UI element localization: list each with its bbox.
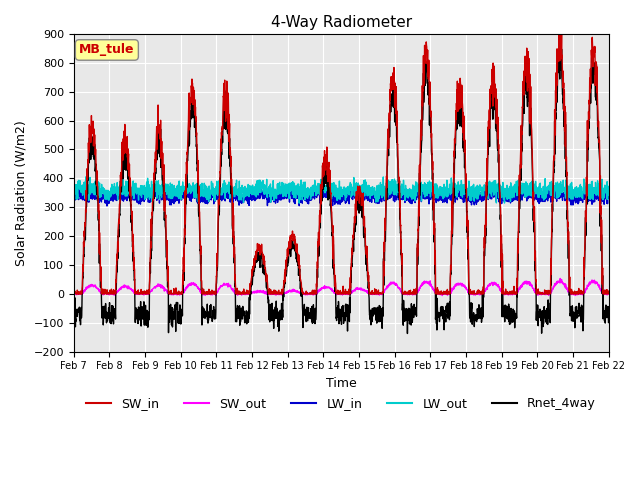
- SW_in: [70, 288, 77, 293]
- LW_in: [605, 191, 612, 196]
- LW_out: [598, 184, 605, 190]
- LW_out: [124, 184, 131, 190]
- SW_in: [605, 291, 612, 297]
- SW_in: [556, 31, 563, 37]
- LW_in: [374, 199, 381, 204]
- Rnet_4way: [404, 331, 412, 336]
- Line: Rnet_4way: Rnet_4way: [74, 32, 609, 334]
- Line: LW_in: LW_in: [74, 184, 609, 206]
- Text: MB_tule: MB_tule: [79, 44, 134, 57]
- SW_out: [124, 284, 131, 289]
- LW_in: [103, 203, 111, 209]
- SW_out: [239, 291, 246, 297]
- LW_out: [296, 200, 303, 206]
- LW_out: [83, 174, 90, 180]
- Rnet_4way: [605, 320, 612, 325]
- LW_out: [605, 183, 612, 189]
- SW_in: [70, 291, 78, 297]
- LW_out: [70, 188, 77, 193]
- SW_out: [598, 288, 605, 294]
- Rnet_4way: [532, 317, 540, 323]
- LW_in: [502, 194, 510, 200]
- Rnet_4way: [124, 151, 131, 157]
- SW_out: [373, 290, 381, 296]
- LW_out: [374, 189, 381, 195]
- LW_in: [239, 192, 246, 198]
- Line: SW_in: SW_in: [74, 34, 609, 294]
- Title: 4-Way Radiometer: 4-Way Radiometer: [271, 15, 412, 30]
- Rnet_4way: [373, 309, 381, 314]
- SW_out: [532, 291, 540, 297]
- SW_in: [502, 291, 510, 297]
- Line: SW_out: SW_out: [74, 278, 609, 296]
- Rnet_4way: [556, 29, 563, 35]
- LW_in: [532, 192, 540, 197]
- Rnet_4way: [70, 312, 77, 318]
- LW_in: [598, 189, 605, 195]
- LW_out: [502, 190, 510, 195]
- SW_in: [239, 291, 246, 297]
- SW_out: [438, 293, 446, 299]
- LW_out: [532, 184, 540, 190]
- Legend: SW_in, SW_out, LW_in, LW_out, Rnet_4way: SW_in, SW_out, LW_in, LW_out, Rnet_4way: [81, 392, 601, 415]
- Rnet_4way: [239, 316, 246, 322]
- Line: LW_out: LW_out: [74, 177, 609, 203]
- LW_in: [124, 189, 131, 195]
- SW_out: [556, 276, 564, 281]
- SW_out: [502, 290, 510, 296]
- LW_in: [350, 181, 358, 187]
- LW_out: [239, 184, 246, 190]
- Rnet_4way: [502, 311, 510, 317]
- SW_out: [605, 291, 612, 297]
- X-axis label: Time: Time: [326, 377, 356, 390]
- SW_in: [598, 240, 605, 246]
- SW_in: [124, 155, 131, 160]
- Y-axis label: Solar Radiation (W/m2): Solar Radiation (W/m2): [15, 120, 28, 265]
- LW_in: [70, 192, 77, 197]
- Rnet_4way: [598, 248, 605, 254]
- SW_in: [373, 291, 381, 297]
- SW_out: [70, 291, 77, 297]
- SW_in: [532, 291, 540, 297]
